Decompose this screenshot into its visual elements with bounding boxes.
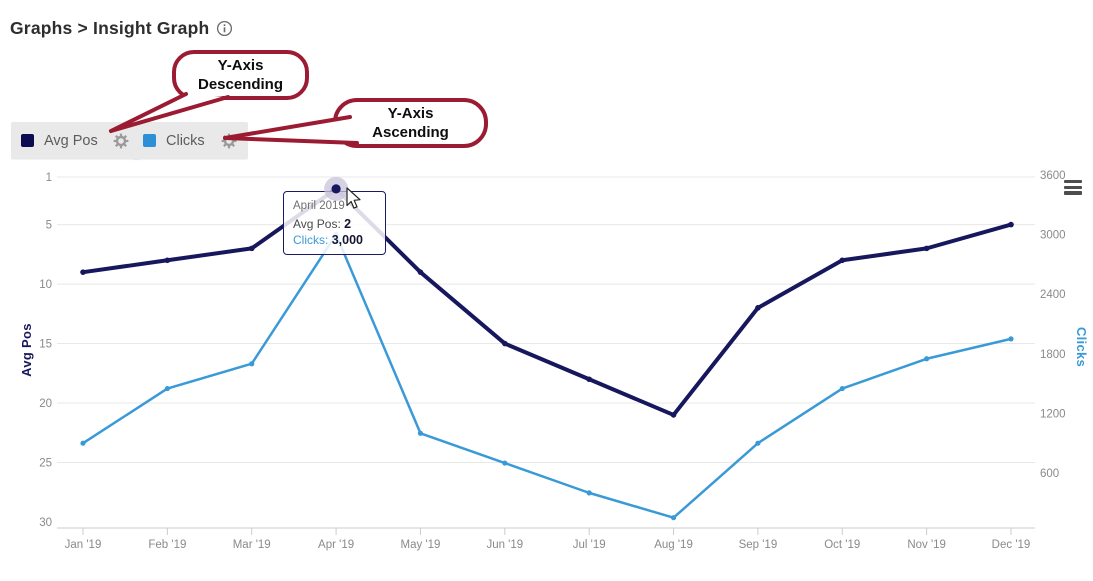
x-axis-label: Sep '19	[739, 539, 778, 551]
data-point-clicks[interactable]	[502, 460, 508, 466]
data-point-avg-pos[interactable]	[417, 269, 424, 275]
right-axis-title: Clicks	[1074, 327, 1089, 367]
data-point-avg-pos[interactable]	[839, 257, 846, 264]
x-axis-label: Dec '19	[992, 539, 1031, 551]
x-axis-label: Jun '19	[486, 539, 523, 551]
y-axis-left-tick-label: 25	[39, 458, 52, 470]
data-point-clicks[interactable]	[249, 361, 255, 367]
header: Graphs > Insight Graph	[10, 18, 233, 39]
data-point-clicks[interactable]	[417, 430, 424, 436]
data-point-avg-pos[interactable]	[1008, 221, 1014, 228]
data-point-clicks[interactable]	[80, 440, 86, 446]
x-axis-label: Apr '19	[318, 539, 354, 551]
data-point-clicks[interactable]	[839, 385, 845, 392]
x-axis-label: Mar '19	[233, 539, 271, 551]
y-axis-right-tick-label: 1200	[1040, 408, 1066, 420]
avg-pos-color-swatch	[21, 134, 34, 147]
x-axis-label: Feb '19	[148, 539, 186, 551]
data-point-avg-pos[interactable]	[502, 340, 508, 347]
y-axis-right-tick-label: 2400	[1040, 289, 1066, 301]
legend-label-avg-pos: Avg Pos	[44, 132, 98, 149]
data-point-clicks[interactable]	[670, 515, 677, 521]
data-point-clicks[interactable]	[924, 356, 930, 362]
info-icon[interactable]	[216, 20, 233, 37]
x-axis-label: Jan '19	[65, 539, 102, 551]
y-axis-right-tick-label: 1800	[1040, 349, 1066, 361]
tooltip-title: April 2019	[293, 200, 345, 212]
x-axis-label: Nov '19	[907, 539, 946, 551]
clicks-settings-gear-icon[interactable]	[220, 132, 238, 150]
callout-y-axis-descending: Y-Axis Descending	[172, 50, 309, 100]
data-point-clicks[interactable]	[164, 385, 170, 392]
x-axis-label: Jul '19	[573, 539, 606, 551]
callout-y-axis-ascending: Y-Axis Ascending	[333, 98, 488, 148]
tooltip-row-clicks: Clicks: 3,000	[293, 233, 363, 248]
chart-tooltip: April 2019 Avg Pos: 2 Clicks: 3,000	[283, 191, 386, 255]
data-point-clicks[interactable]	[1008, 336, 1014, 342]
legend-label-clicks: Clicks	[166, 132, 205, 149]
hamburger-menu-icon	[1064, 180, 1082, 184]
data-point-avg-pos[interactable]	[586, 376, 592, 383]
data-point-avg-pos[interactable]	[248, 245, 255, 252]
y-axis-right-tick-label: 3600	[1040, 170, 1066, 182]
series-line-clicks	[81, 233, 1013, 519]
legend-button-clicks[interactable]: Clicks	[133, 122, 248, 159]
data-point-avg-pos[interactable]	[80, 269, 86, 275]
data-point-avg-pos[interactable]	[923, 245, 930, 252]
y-axis-right-tick-label: 3000	[1040, 230, 1066, 242]
data-point-avg-pos[interactable]	[755, 305, 761, 311]
series-line-avg-pos	[81, 186, 1013, 417]
legend-button-avg-pos[interactable]: Avg Pos	[11, 122, 140, 159]
y-axis-left-tick-label: 15	[39, 339, 52, 351]
y-axis-right-tick-label: 600	[1040, 468, 1059, 480]
data-point-avg-pos[interactable]	[670, 412, 677, 418]
data-point-clicks[interactable]	[586, 490, 592, 496]
x-axis-label: Aug '19	[654, 539, 693, 551]
x-axis-label: Oct '19	[824, 539, 860, 551]
tooltip-row-avg-pos: Avg Pos: 2	[293, 216, 352, 231]
chart-menu-button[interactable]	[1064, 180, 1082, 197]
left-axis-title: Avg Pos	[19, 323, 34, 377]
y-axis-left-tick-label: 20	[39, 398, 52, 410]
page-title: Graphs > Insight Graph	[10, 18, 210, 38]
clicks-color-swatch	[143, 134, 156, 147]
avg-pos-settings-gear-icon[interactable]	[112, 132, 130, 150]
y-axis-left-tick-label: 1	[46, 172, 52, 184]
y-axis-left-tick-label: 5	[46, 220, 52, 232]
data-point-avg-pos[interactable]	[164, 257, 171, 264]
y-axis-left-tick-label: 30	[39, 517, 52, 529]
data-point-clicks[interactable]	[755, 440, 761, 446]
y-axis-left-tick-label: 10	[39, 279, 52, 291]
x-axis-label: May '19	[400, 539, 440, 551]
